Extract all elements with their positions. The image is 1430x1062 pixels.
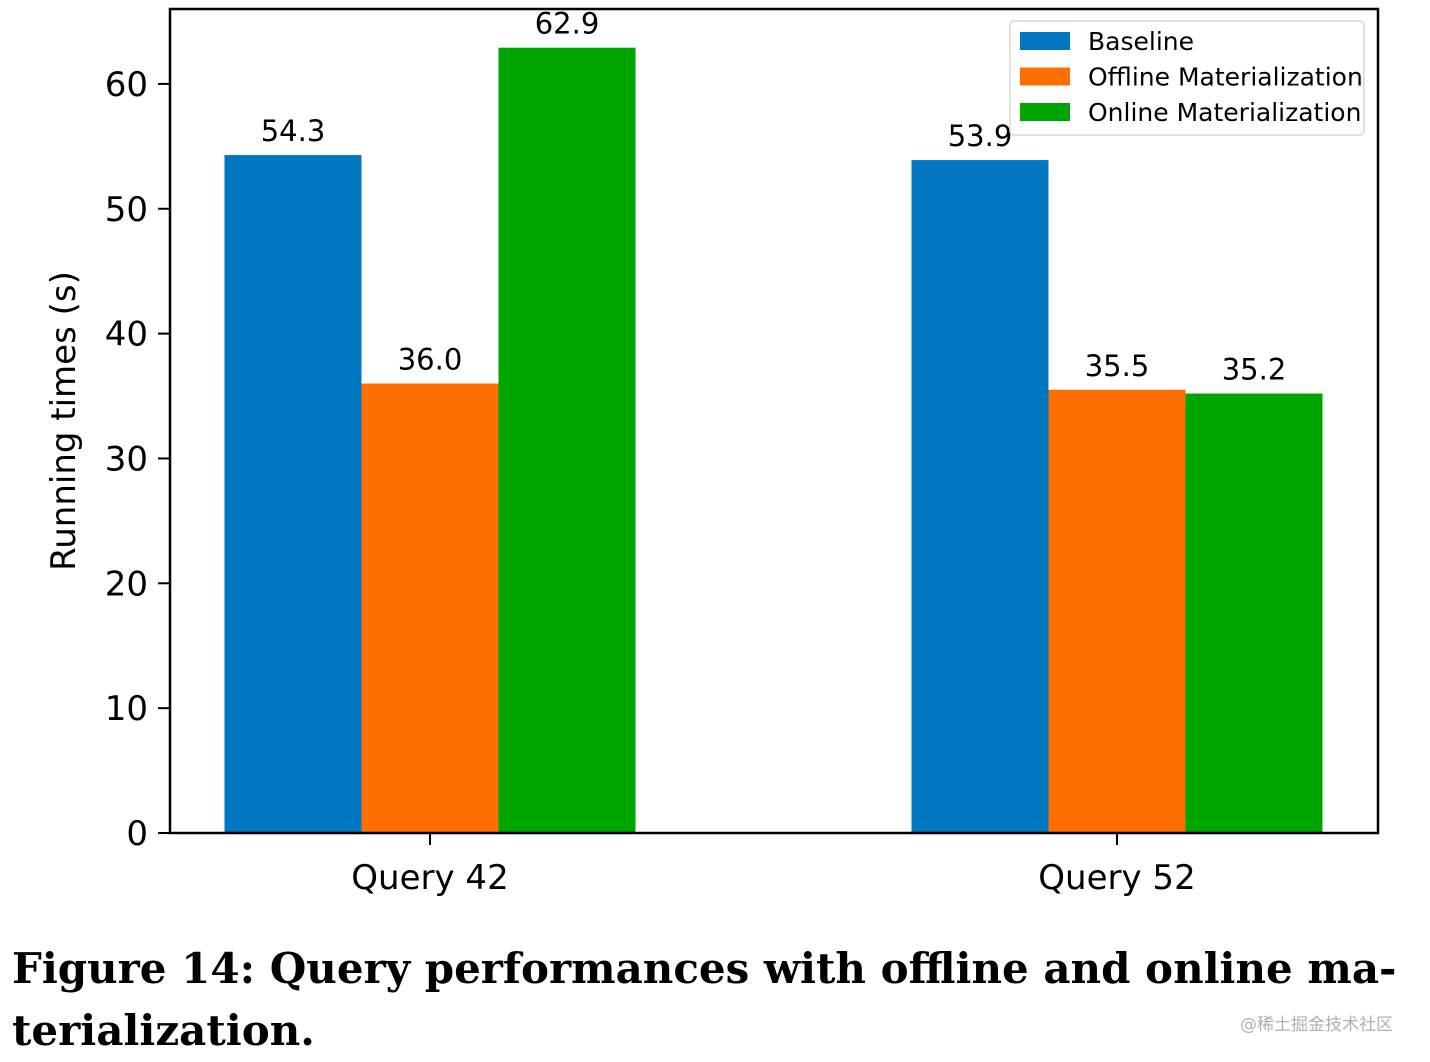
figure-caption: Figure 14: Query performances with offli… bbox=[12, 944, 1397, 1055]
legend-swatch-1 bbox=[1020, 32, 1070, 50]
value-label-1-1: 54.3 bbox=[261, 114, 326, 148]
bar-1-3 bbox=[498, 47, 636, 834]
y-axis-label: Running times (s) bbox=[44, 271, 84, 571]
legend-label-2: Offline Materialization bbox=[1088, 63, 1363, 92]
value-label-2-1: 53.9 bbox=[948, 119, 1013, 153]
legend-label-3: Online Materialization bbox=[1088, 98, 1361, 127]
value-label-1-3: 62.9 bbox=[535, 7, 600, 41]
value-label-1-2: 36.0 bbox=[398, 343, 463, 377]
plot-frame bbox=[168, 7, 1380, 835]
bar-2-3 bbox=[1185, 393, 1323, 833]
legend-box bbox=[1009, 20, 1365, 136]
value-label-2-2: 35.5 bbox=[1085, 349, 1150, 383]
x-tick-label-0: Query 42 bbox=[351, 858, 508, 898]
y-tick-label-6: 60 bbox=[105, 65, 148, 105]
legend-swatch-3 bbox=[1020, 103, 1070, 121]
bar-chart: 54.3 36.0 62.9 53.9 35.5 35.2 0 10 20 30 40 50 60 Q… bbox=[44, 7, 1380, 898]
y-axis: 0 10 20 30 40 50 60 bbox=[105, 65, 170, 854]
y-tick-label-2: 20 bbox=[105, 564, 148, 604]
value-label-2-3: 35.2 bbox=[1222, 353, 1287, 387]
y-tick-label-0: 0 bbox=[126, 814, 148, 854]
watermark: @稀土掘金技术社区 bbox=[1240, 1015, 1393, 1035]
bars-layer bbox=[224, 47, 1323, 834]
y-tick-label-5: 50 bbox=[105, 190, 148, 230]
legend-swatch-2 bbox=[1020, 67, 1070, 86]
value-labels-layer: 54.3 36.0 62.9 53.9 35.5 35.2 bbox=[261, 7, 1287, 387]
bar-2-1 bbox=[911, 160, 1049, 834]
legend: Baseline Offline Materialization Online Ma… bbox=[1009, 20, 1365, 136]
bar-1-2 bbox=[361, 383, 499, 833]
bar-1-1 bbox=[224, 155, 362, 833]
x-tick-label-1: Query 52 bbox=[1038, 858, 1195, 898]
bar-2-2 bbox=[1048, 389, 1186, 833]
legend-label-1: Baseline bbox=[1088, 27, 1194, 56]
y-tick-label-4: 40 bbox=[105, 315, 148, 355]
x-axis: Query 42 Query 52 bbox=[351, 833, 1196, 898]
y-tick-label-1: 10 bbox=[105, 689, 148, 729]
y-tick-label-3: 30 bbox=[105, 439, 148, 479]
